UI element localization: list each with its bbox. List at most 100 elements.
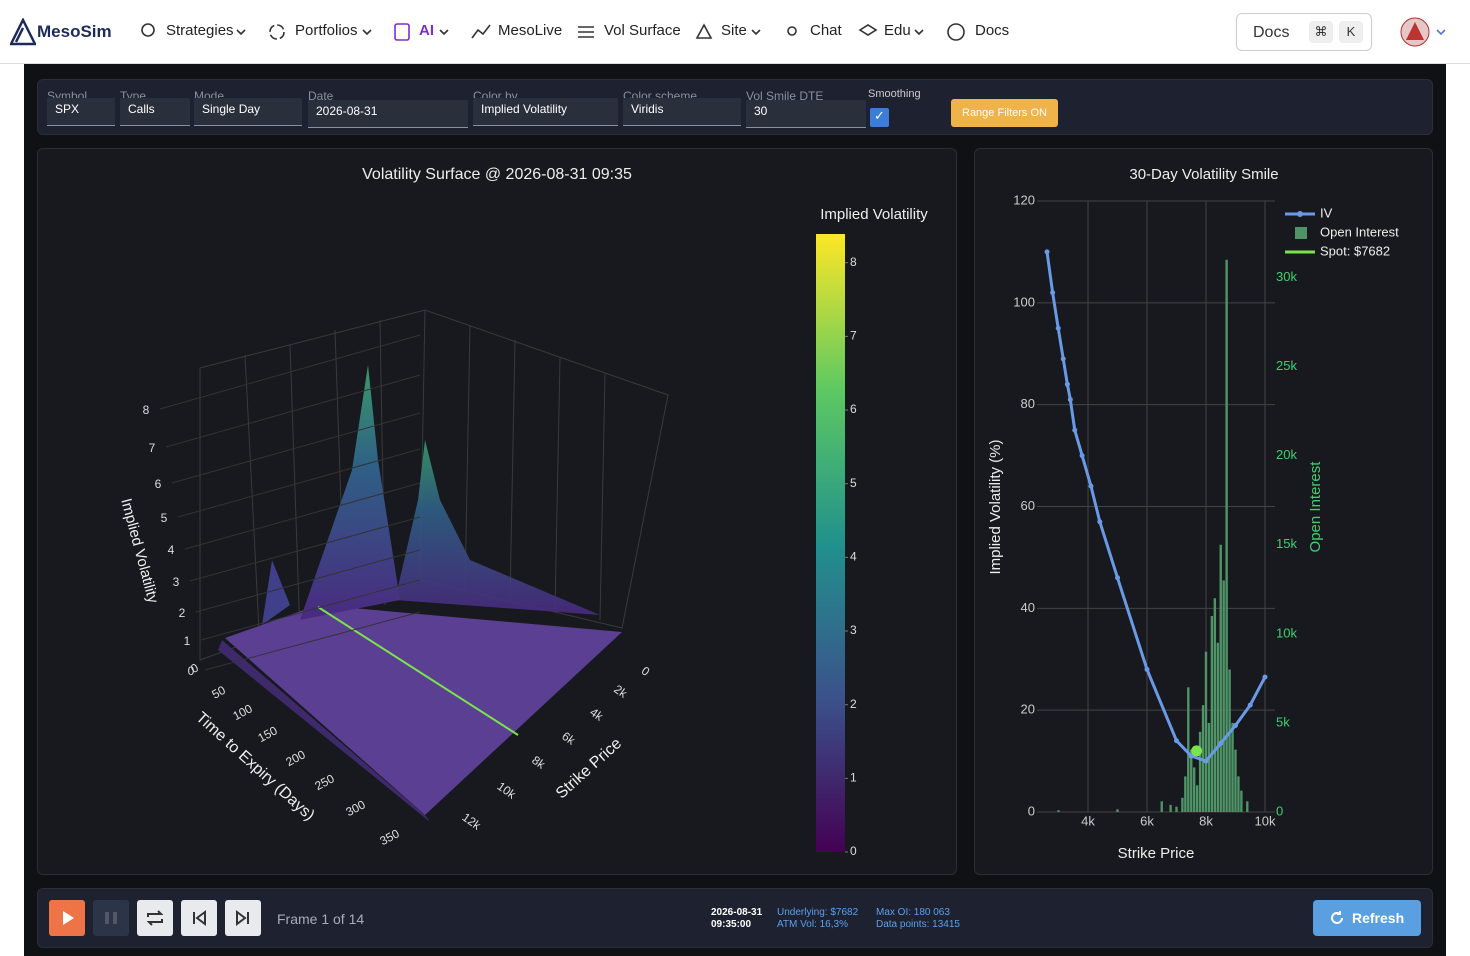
- y2-tick-label: 20k: [1276, 447, 1297, 462]
- play-button[interactable]: [49, 900, 85, 936]
- pause-button[interactable]: [93, 900, 129, 936]
- range-filters-button[interactable]: Range Filters ON: [951, 99, 1058, 127]
- iv-point: [1232, 722, 1238, 728]
- smile-title: 30-Day Volatility Smile: [1129, 166, 1278, 183]
- smoothing-checkbox[interactable]: ✓: [870, 108, 889, 127]
- nav-vol-surface[interactable]: Vol Surface: [604, 22, 681, 39]
- oi-bar: [1181, 797, 1184, 812]
- nav-icons: [141, 23, 965, 41]
- search-box[interactable]: Docs ⌘ K: [1236, 13, 1372, 51]
- y-tick-label: 10k: [495, 779, 520, 802]
- iv-point: [1060, 356, 1066, 362]
- footer-date: 2026-08-31: [711, 907, 763, 918]
- y-tick-label: 6k: [559, 729, 578, 748]
- x-tick-label: 8k: [1199, 813, 1213, 828]
- z-tick-label: 8: [143, 403, 150, 417]
- z-tick-label: 6: [155, 477, 162, 491]
- iv-point: [1072, 427, 1078, 433]
- oi-bar: [1184, 776, 1187, 812]
- nav-edu[interactable]: Edu: [884, 22, 911, 39]
- y-axis-title: Strike Price: [553, 735, 625, 802]
- oi-bar: [1228, 669, 1231, 812]
- oi-bar: [1231, 722, 1234, 812]
- oi-bar: [1198, 731, 1202, 812]
- nav-strategies[interactable]: Strategies: [166, 22, 234, 39]
- y-axis-title: Implied Volatility (%): [987, 439, 1004, 574]
- nav-docs[interactable]: Docs: [975, 22, 1010, 39]
- oi-bar: [1240, 790, 1243, 812]
- oi-bar: [1116, 809, 1119, 812]
- loop-button[interactable]: [137, 900, 173, 936]
- z-tick-label: 5: [161, 511, 168, 525]
- y-tick-label: 4k: [587, 705, 606, 724]
- oi-bar: [1210, 616, 1214, 812]
- field-input[interactable]: Single Day: [194, 98, 302, 126]
- controls-panel: Smoothing ✓ Range Filters ON Symbol SPX Ty…: [37, 79, 1433, 135]
- z-tick-label: 2: [179, 606, 186, 620]
- colorbar-tick-label: 7: [850, 329, 857, 343]
- colorbar: [816, 234, 845, 852]
- oi-bar: [1175, 806, 1178, 812]
- nav-ai[interactable]: AI: [419, 22, 434, 39]
- data-points: Data points: 13415: [876, 919, 960, 930]
- frame-counter: Frame 1 of 14: [277, 911, 365, 927]
- legend-label: IV: [1320, 205, 1333, 220]
- field-input[interactable]: SPX: [47, 98, 115, 126]
- y2-tick-label: 25k: [1276, 358, 1297, 373]
- brand[interactable]: MesoSim: [37, 22, 112, 41]
- nav-bar: MesoSim Strategies Portfolios AI MesoLiv…: [0, 0, 1470, 64]
- oi-bar: [1204, 651, 1208, 812]
- field-input[interactable]: 2026-08-31: [308, 100, 468, 128]
- colorbar-tick-label: 0: [850, 844, 857, 858]
- y-tick-label: 40: [1021, 600, 1035, 615]
- colorbar-tick-label: 3: [850, 623, 857, 637]
- field-input[interactable]: Calls: [120, 98, 190, 126]
- z-grid-line: [204, 611, 421, 671]
- z-grid-line: [171, 412, 421, 484]
- field-input[interactable]: Implied Volatility: [473, 98, 618, 126]
- x-tick-label: 10k: [1254, 813, 1275, 828]
- colorbar-tick-label: 6: [850, 402, 857, 416]
- iv-point: [1247, 702, 1253, 708]
- field-input[interactable]: 30: [746, 100, 866, 128]
- iv-point: [1115, 575, 1121, 581]
- z-axis-title: Implied Volatility: [117, 497, 161, 606]
- iv-point: [1088, 483, 1094, 489]
- oi-bar: [1160, 801, 1163, 812]
- first-frame-button[interactable]: [181, 900, 217, 936]
- refresh-button[interactable]: Refresh: [1313, 900, 1421, 936]
- legend-swatch: [1295, 227, 1307, 239]
- avatar[interactable]: [1400, 16, 1450, 48]
- iv-point: [1218, 740, 1224, 746]
- shortcut-key: K: [1339, 21, 1363, 43]
- last-frame-button[interactable]: [225, 900, 261, 936]
- logo-icon: [10, 18, 36, 46]
- nav-mesolive[interactable]: MesoLive: [498, 22, 563, 39]
- oi-bar: [1195, 785, 1199, 812]
- z-grid-line: [165, 374, 421, 448]
- y-tick-label: 80: [1021, 396, 1035, 411]
- oi-bar: [1219, 544, 1222, 812]
- nav-site[interactable]: Site: [721, 22, 747, 39]
- x-axis-title: Time to Expiry (Days): [192, 709, 317, 824]
- footer-time: 09:35:00: [711, 919, 752, 930]
- z-grid-line: [189, 516, 421, 582]
- colorbar-tick-label: 8: [850, 255, 857, 269]
- field-input[interactable]: Viridis: [623, 98, 741, 126]
- y-tick-label: 0: [639, 664, 653, 679]
- z-grid-line: [184, 482, 421, 550]
- nav-chat[interactable]: Chat: [810, 22, 842, 39]
- z-tick-label: 1: [184, 634, 191, 648]
- y-tick-label: 8k: [529, 753, 548, 772]
- iv-point: [1097, 519, 1103, 525]
- oi-bar: [1237, 776, 1240, 812]
- iv-point: [1079, 453, 1085, 459]
- oi-bar: [1057, 810, 1060, 812]
- oi-bar: [1207, 722, 1211, 812]
- iv-point: [1044, 249, 1050, 255]
- nav-portfolios[interactable]: Portfolios: [295, 22, 358, 39]
- y-tick-label: 60: [1021, 498, 1035, 513]
- iv-point: [1067, 397, 1073, 403]
